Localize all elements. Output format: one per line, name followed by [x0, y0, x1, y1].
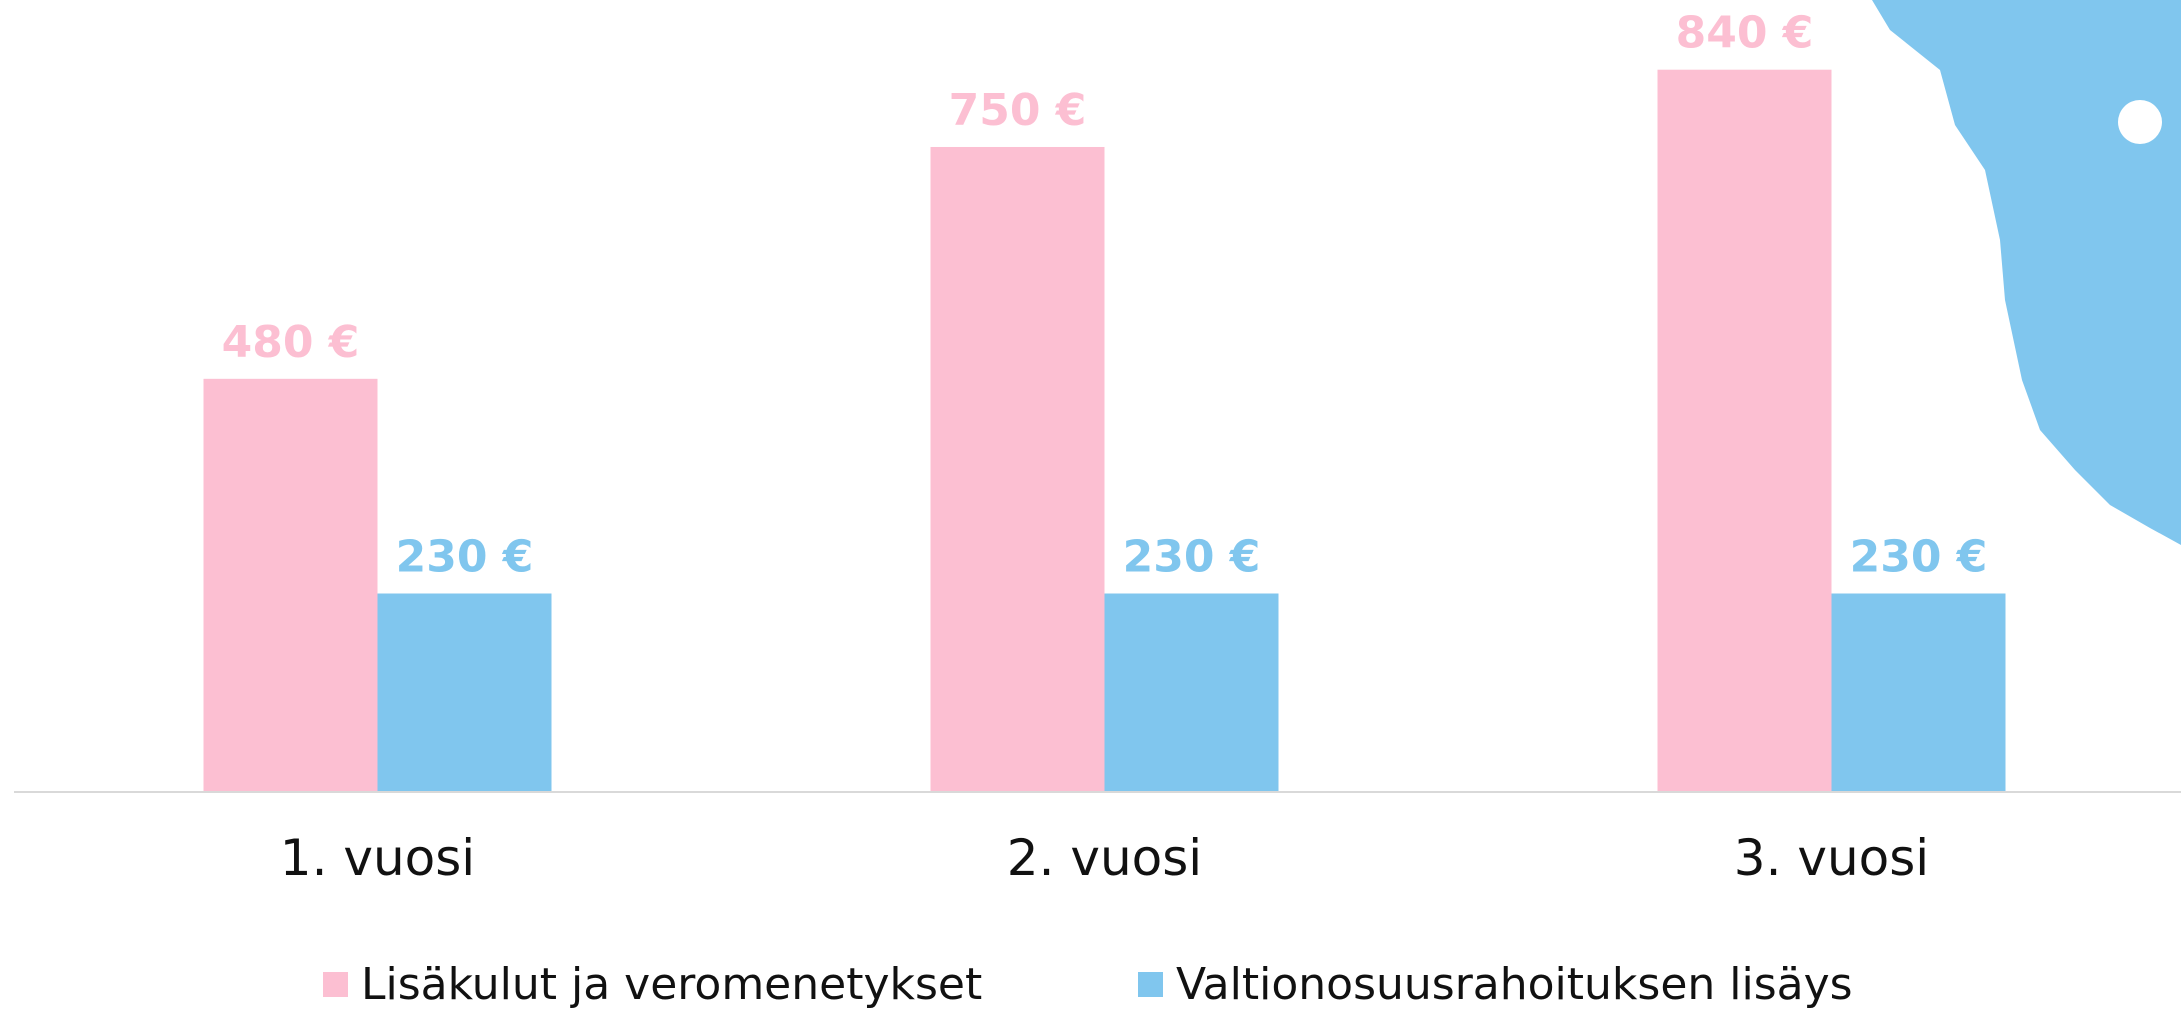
value-label: 230 € — [1850, 532, 1988, 583]
value-label: 750 € — [949, 85, 1087, 136]
value-label: 840 € — [1676, 8, 1814, 59]
legend-label: Lisäkulut ja veromenetykset — [361, 959, 982, 1010]
value-label: 230 € — [1123, 532, 1261, 583]
legend-label: Valtionosuusrahoituksen lisäys — [1176, 959, 1853, 1010]
bar — [203, 378, 378, 791]
bar — [930, 146, 1105, 791]
legend-swatch — [323, 972, 348, 997]
value-label: 480 € — [222, 317, 360, 368]
bar — [377, 593, 552, 791]
x-tick-label: 2. vuosi — [1007, 829, 1202, 887]
x-tick-label: 1. vuosi — [280, 829, 475, 887]
x-tick-label: 3. vuosi — [1734, 829, 1929, 887]
decoration-blob — [1872, 0, 2181, 545]
bar — [1104, 593, 1279, 791]
decoration-hole — [2118, 100, 2162, 144]
legend-swatch — [1138, 972, 1163, 997]
bar — [1657, 69, 1832, 791]
bar — [1831, 593, 2006, 791]
value-label: 230 € — [396, 532, 534, 583]
